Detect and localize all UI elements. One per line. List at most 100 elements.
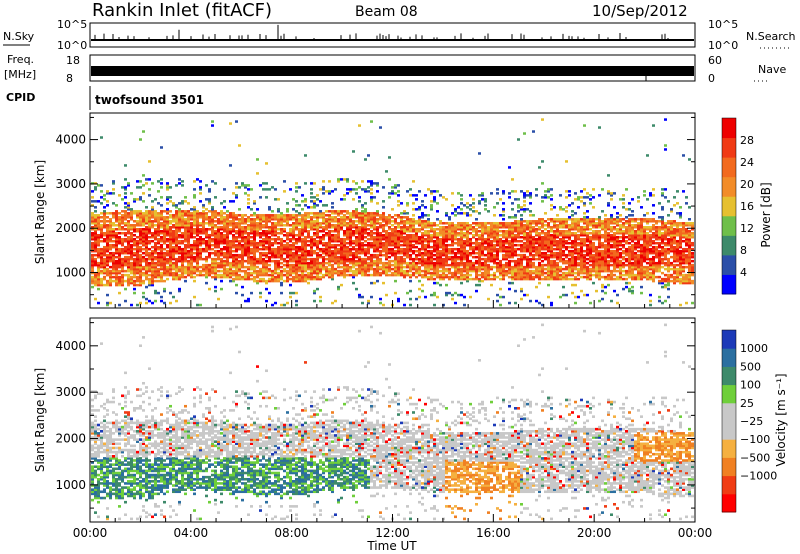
power-cell xyxy=(547,267,550,271)
power-cell xyxy=(394,235,397,239)
power-cell xyxy=(283,216,286,219)
power-cell xyxy=(286,237,289,241)
power-cell xyxy=(313,228,316,231)
power-cell xyxy=(157,255,160,259)
power-cell xyxy=(466,255,469,259)
power-cell xyxy=(385,271,388,275)
power-cell xyxy=(238,208,241,211)
power-cell xyxy=(166,243,169,247)
power-cell xyxy=(268,214,271,217)
power-cell xyxy=(352,220,355,223)
power-cell xyxy=(547,233,550,237)
power-cell xyxy=(283,303,286,307)
power-cell xyxy=(322,261,325,265)
power-cell xyxy=(307,231,310,235)
power-cell xyxy=(259,255,262,259)
power-cell xyxy=(346,192,349,195)
power-cell xyxy=(115,269,118,273)
power-cell xyxy=(361,230,364,233)
power-cell xyxy=(541,235,544,239)
power-cell xyxy=(508,269,511,273)
power-cell xyxy=(115,283,118,287)
power-cell xyxy=(559,247,562,251)
power-cell xyxy=(370,245,373,249)
power-cell xyxy=(349,237,352,241)
power-cell xyxy=(487,275,490,279)
power-cell xyxy=(538,247,541,251)
power-cell xyxy=(91,212,94,215)
power-cell xyxy=(232,218,235,221)
power-cell xyxy=(226,233,229,237)
power-cell xyxy=(553,226,556,229)
power-cell xyxy=(133,273,136,277)
power-cell xyxy=(379,226,382,229)
power-cell xyxy=(202,210,205,213)
power-cell xyxy=(541,265,544,269)
power-cell xyxy=(502,192,505,195)
power-cell xyxy=(316,243,319,247)
power-cell xyxy=(91,235,94,239)
power-cell xyxy=(508,249,511,253)
power-cell xyxy=(409,222,412,225)
power-cell xyxy=(391,249,394,253)
power-cell xyxy=(139,273,142,277)
power-cell xyxy=(355,263,358,267)
power-cell xyxy=(514,261,517,265)
power-cell xyxy=(184,279,187,283)
power-cell xyxy=(349,222,352,225)
power-cell xyxy=(274,188,277,191)
power-cell xyxy=(301,226,304,229)
power-cell xyxy=(268,279,271,283)
power-cell xyxy=(169,249,172,253)
power-cell xyxy=(415,208,418,211)
power-cell xyxy=(97,277,100,281)
power-cell xyxy=(532,277,535,281)
power-cell xyxy=(298,263,301,267)
power-cell xyxy=(247,206,250,209)
nsky-strip: N.Sky 10^5 10^0 10^5 10^0 N.Search xyxy=(3,18,796,52)
power-cell xyxy=(466,275,469,279)
power-cell xyxy=(475,251,478,255)
power-cell xyxy=(193,265,196,269)
power-cell xyxy=(337,257,340,261)
power-cell xyxy=(280,220,283,223)
power-cell xyxy=(163,279,166,283)
power-cell xyxy=(310,196,313,199)
power-cell xyxy=(520,261,523,265)
power-cell xyxy=(316,259,319,263)
power-cell xyxy=(421,239,424,243)
power-cell xyxy=(403,222,406,225)
power-cell xyxy=(391,273,394,277)
power-cell xyxy=(169,301,172,305)
power-cell xyxy=(430,277,433,281)
power-cell xyxy=(265,162,268,165)
power-cell xyxy=(424,263,427,267)
power-cell xyxy=(316,235,319,239)
power-cell xyxy=(352,230,355,233)
power-cell xyxy=(91,277,94,281)
power-cell xyxy=(259,253,262,257)
power-cell xyxy=(295,200,298,203)
power-cell xyxy=(517,204,520,207)
power-cell xyxy=(187,237,190,241)
power-cell xyxy=(211,233,214,237)
power-cell xyxy=(262,230,265,233)
power-cell xyxy=(100,184,103,187)
power-cell xyxy=(163,253,166,257)
power-cell xyxy=(127,228,130,231)
power-cell xyxy=(406,228,409,231)
power-cell xyxy=(163,259,166,263)
power-cell xyxy=(394,237,397,241)
power-cell xyxy=(370,184,373,187)
power-cell xyxy=(211,220,214,223)
power-cell xyxy=(334,230,337,233)
power-cell xyxy=(307,275,310,279)
power-cell xyxy=(463,275,466,279)
power-cell xyxy=(106,261,109,265)
power-cell xyxy=(151,226,154,229)
power-cell xyxy=(559,241,562,245)
power-cell xyxy=(205,218,208,221)
power-cell xyxy=(487,222,490,225)
power-cell xyxy=(457,263,460,267)
power-cell xyxy=(91,247,94,251)
